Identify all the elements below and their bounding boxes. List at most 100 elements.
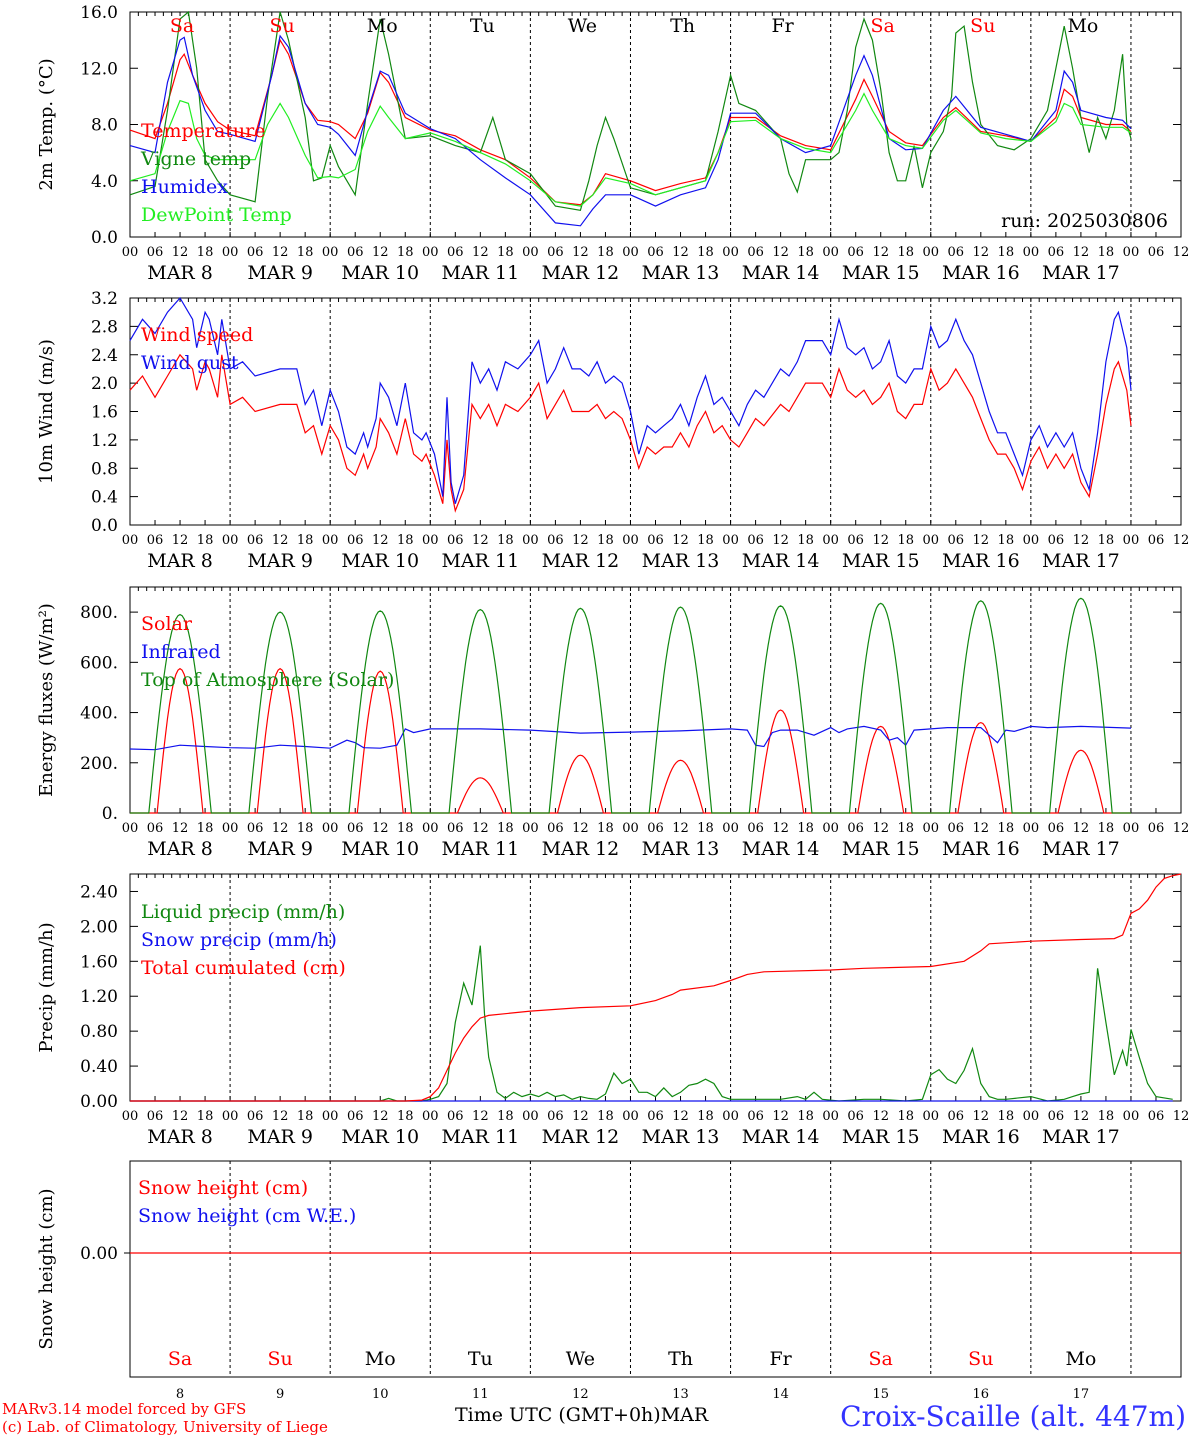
hour-tick-label: 12 bbox=[572, 533, 589, 548]
hour-tick-label: 06 bbox=[247, 821, 264, 836]
legend-entry: Snow height (cm W.E.) bbox=[138, 1205, 356, 1227]
day-name-label: Th bbox=[668, 1348, 693, 1370]
hour-tick-label: 06 bbox=[647, 821, 664, 836]
hour-tick-label: 12 bbox=[272, 533, 289, 548]
hour-tick-label: 06 bbox=[247, 245, 264, 260]
hour-tick-label: 00 bbox=[622, 533, 639, 548]
date-label: MAR 8 bbox=[147, 838, 213, 860]
date-label: MAR 14 bbox=[742, 1126, 820, 1148]
hour-tick-label: 00 bbox=[822, 1109, 839, 1124]
y-axis-title: 10m Wind (m/s) bbox=[36, 339, 57, 484]
hour-tick-label: 18 bbox=[497, 533, 514, 548]
lab-credit: (c) Lab. of Climatology, University of L… bbox=[2, 1418, 328, 1436]
y-tick-label: 12.0 bbox=[80, 59, 118, 79]
hour-tick-label: 00 bbox=[122, 533, 139, 548]
hour-tick-label: 06 bbox=[547, 533, 564, 548]
panel-frame bbox=[129, 586, 1182, 814]
date-label: MAR 12 bbox=[542, 838, 620, 860]
hour-tick-label: 06 bbox=[547, 1109, 564, 1124]
day-name-label: Sa bbox=[871, 15, 895, 37]
hour-tick-label: 00 bbox=[622, 821, 639, 836]
date-label: MAR 10 bbox=[341, 838, 419, 860]
hour-tick-label: 06 bbox=[347, 245, 364, 260]
panel-frame bbox=[129, 1160, 1182, 1378]
series-line-infrared bbox=[129, 725, 1132, 751]
day-number-label: 10 bbox=[372, 1387, 389, 1402]
hour-tick-label: 06 bbox=[847, 533, 864, 548]
day-number-label: 12 bbox=[572, 1387, 589, 1402]
hour-tick-label: 18 bbox=[797, 1109, 814, 1124]
hour-tick-label: 18 bbox=[597, 533, 614, 548]
date-label: MAR 13 bbox=[642, 838, 720, 860]
hour-tick-label: 18 bbox=[597, 821, 614, 836]
y-tick-label: 400. bbox=[80, 704, 118, 724]
y-tick-label: 2.8 bbox=[91, 317, 118, 337]
hour-tick-label: 18 bbox=[597, 1109, 614, 1124]
hour-tick-label: 18 bbox=[998, 821, 1015, 836]
hour-tick-label: 18 bbox=[697, 821, 714, 836]
day-name-label: Mo bbox=[1067, 15, 1098, 37]
hour-tick-label: 12 bbox=[1173, 821, 1190, 836]
hour-tick-label: 00 bbox=[222, 821, 239, 836]
day-number-label: 8 bbox=[176, 1387, 184, 1402]
day-name-label: Sa bbox=[168, 1348, 192, 1370]
hour-tick-label: 00 bbox=[322, 1109, 339, 1124]
y-tick-label: 0. bbox=[102, 804, 118, 824]
day-name-label: Mo bbox=[367, 15, 398, 37]
hour-tick-label: 12 bbox=[672, 821, 689, 836]
hour-tick-label: 18 bbox=[297, 245, 314, 260]
hour-tick-label: 06 bbox=[948, 821, 965, 836]
y-tick-label: 4.0 bbox=[91, 172, 118, 192]
hour-tick-label: 12 bbox=[772, 245, 789, 260]
hour-tick-label: 18 bbox=[297, 821, 314, 836]
hour-tick-label: 18 bbox=[998, 533, 1015, 548]
day-name-label: Mo bbox=[365, 1348, 396, 1370]
hour-tick-label: 18 bbox=[1098, 533, 1115, 548]
hour-tick-label: 18 bbox=[1098, 245, 1115, 260]
day-name-label: Fr bbox=[769, 1348, 792, 1370]
hour-tick-label: 00 bbox=[722, 533, 739, 548]
hour-tick-label: 06 bbox=[1048, 821, 1065, 836]
legend-entry: Temperature bbox=[141, 120, 265, 142]
hour-tick-label: 06 bbox=[247, 533, 264, 548]
date-label: MAR 8 bbox=[147, 550, 213, 572]
y-tick-label: 1.60 bbox=[80, 952, 118, 972]
hour-tick-label: 18 bbox=[897, 821, 914, 836]
hour-tick-label: 06 bbox=[647, 1109, 664, 1124]
y-tick-label: 600. bbox=[80, 653, 118, 673]
hour-tick-label: 12 bbox=[672, 245, 689, 260]
hour-tick-label: 06 bbox=[447, 245, 464, 260]
legend-entry: Vigne temp bbox=[140, 148, 251, 170]
hour-tick-label: 12 bbox=[472, 1109, 489, 1124]
y-axis-title: 2m Temp. (°C) bbox=[36, 58, 57, 190]
hour-tick-label: 00 bbox=[522, 821, 539, 836]
date-label: MAR 16 bbox=[942, 550, 1020, 572]
series-line-liquid-precip-mm-h- bbox=[130, 945, 1173, 1102]
date-label: MAR 12 bbox=[542, 1126, 620, 1148]
hour-tick-label: 06 bbox=[1048, 245, 1065, 260]
legend-entry: DewPoint Temp bbox=[141, 204, 292, 226]
hour-tick-label: 18 bbox=[697, 1109, 714, 1124]
hour-tick-label: 00 bbox=[822, 821, 839, 836]
date-label: MAR 14 bbox=[742, 838, 820, 860]
hour-tick-label: 18 bbox=[497, 245, 514, 260]
day-number-label: 15 bbox=[872, 1387, 889, 1402]
hour-tick-label: 12 bbox=[172, 1109, 189, 1124]
hour-tick-label: 00 bbox=[222, 245, 239, 260]
date-label: MAR 13 bbox=[642, 1126, 720, 1148]
date-label: MAR 8 bbox=[147, 262, 213, 284]
y-tick-label: 1.2 bbox=[91, 431, 118, 451]
y-tick-label: 0.8 bbox=[91, 459, 118, 479]
hour-tick-label: 12 bbox=[1173, 1109, 1190, 1124]
hour-tick-label: 18 bbox=[497, 1109, 514, 1124]
y-tick-label: 2.00 bbox=[80, 917, 118, 937]
hour-tick-label: 12 bbox=[772, 1109, 789, 1124]
station-name: Croix-Scaille (alt. 447m) bbox=[840, 1400, 1186, 1433]
y-axis-title: Snow height (cm) bbox=[36, 1188, 57, 1349]
hour-tick-label: 06 bbox=[647, 533, 664, 548]
day-name-label: Mo bbox=[1065, 1348, 1096, 1370]
y-tick-label: 0.80 bbox=[80, 1022, 118, 1042]
hour-tick-label: 12 bbox=[672, 1109, 689, 1124]
date-label: MAR 9 bbox=[247, 262, 313, 284]
series-line-wind-gust bbox=[129, 296, 1132, 504]
